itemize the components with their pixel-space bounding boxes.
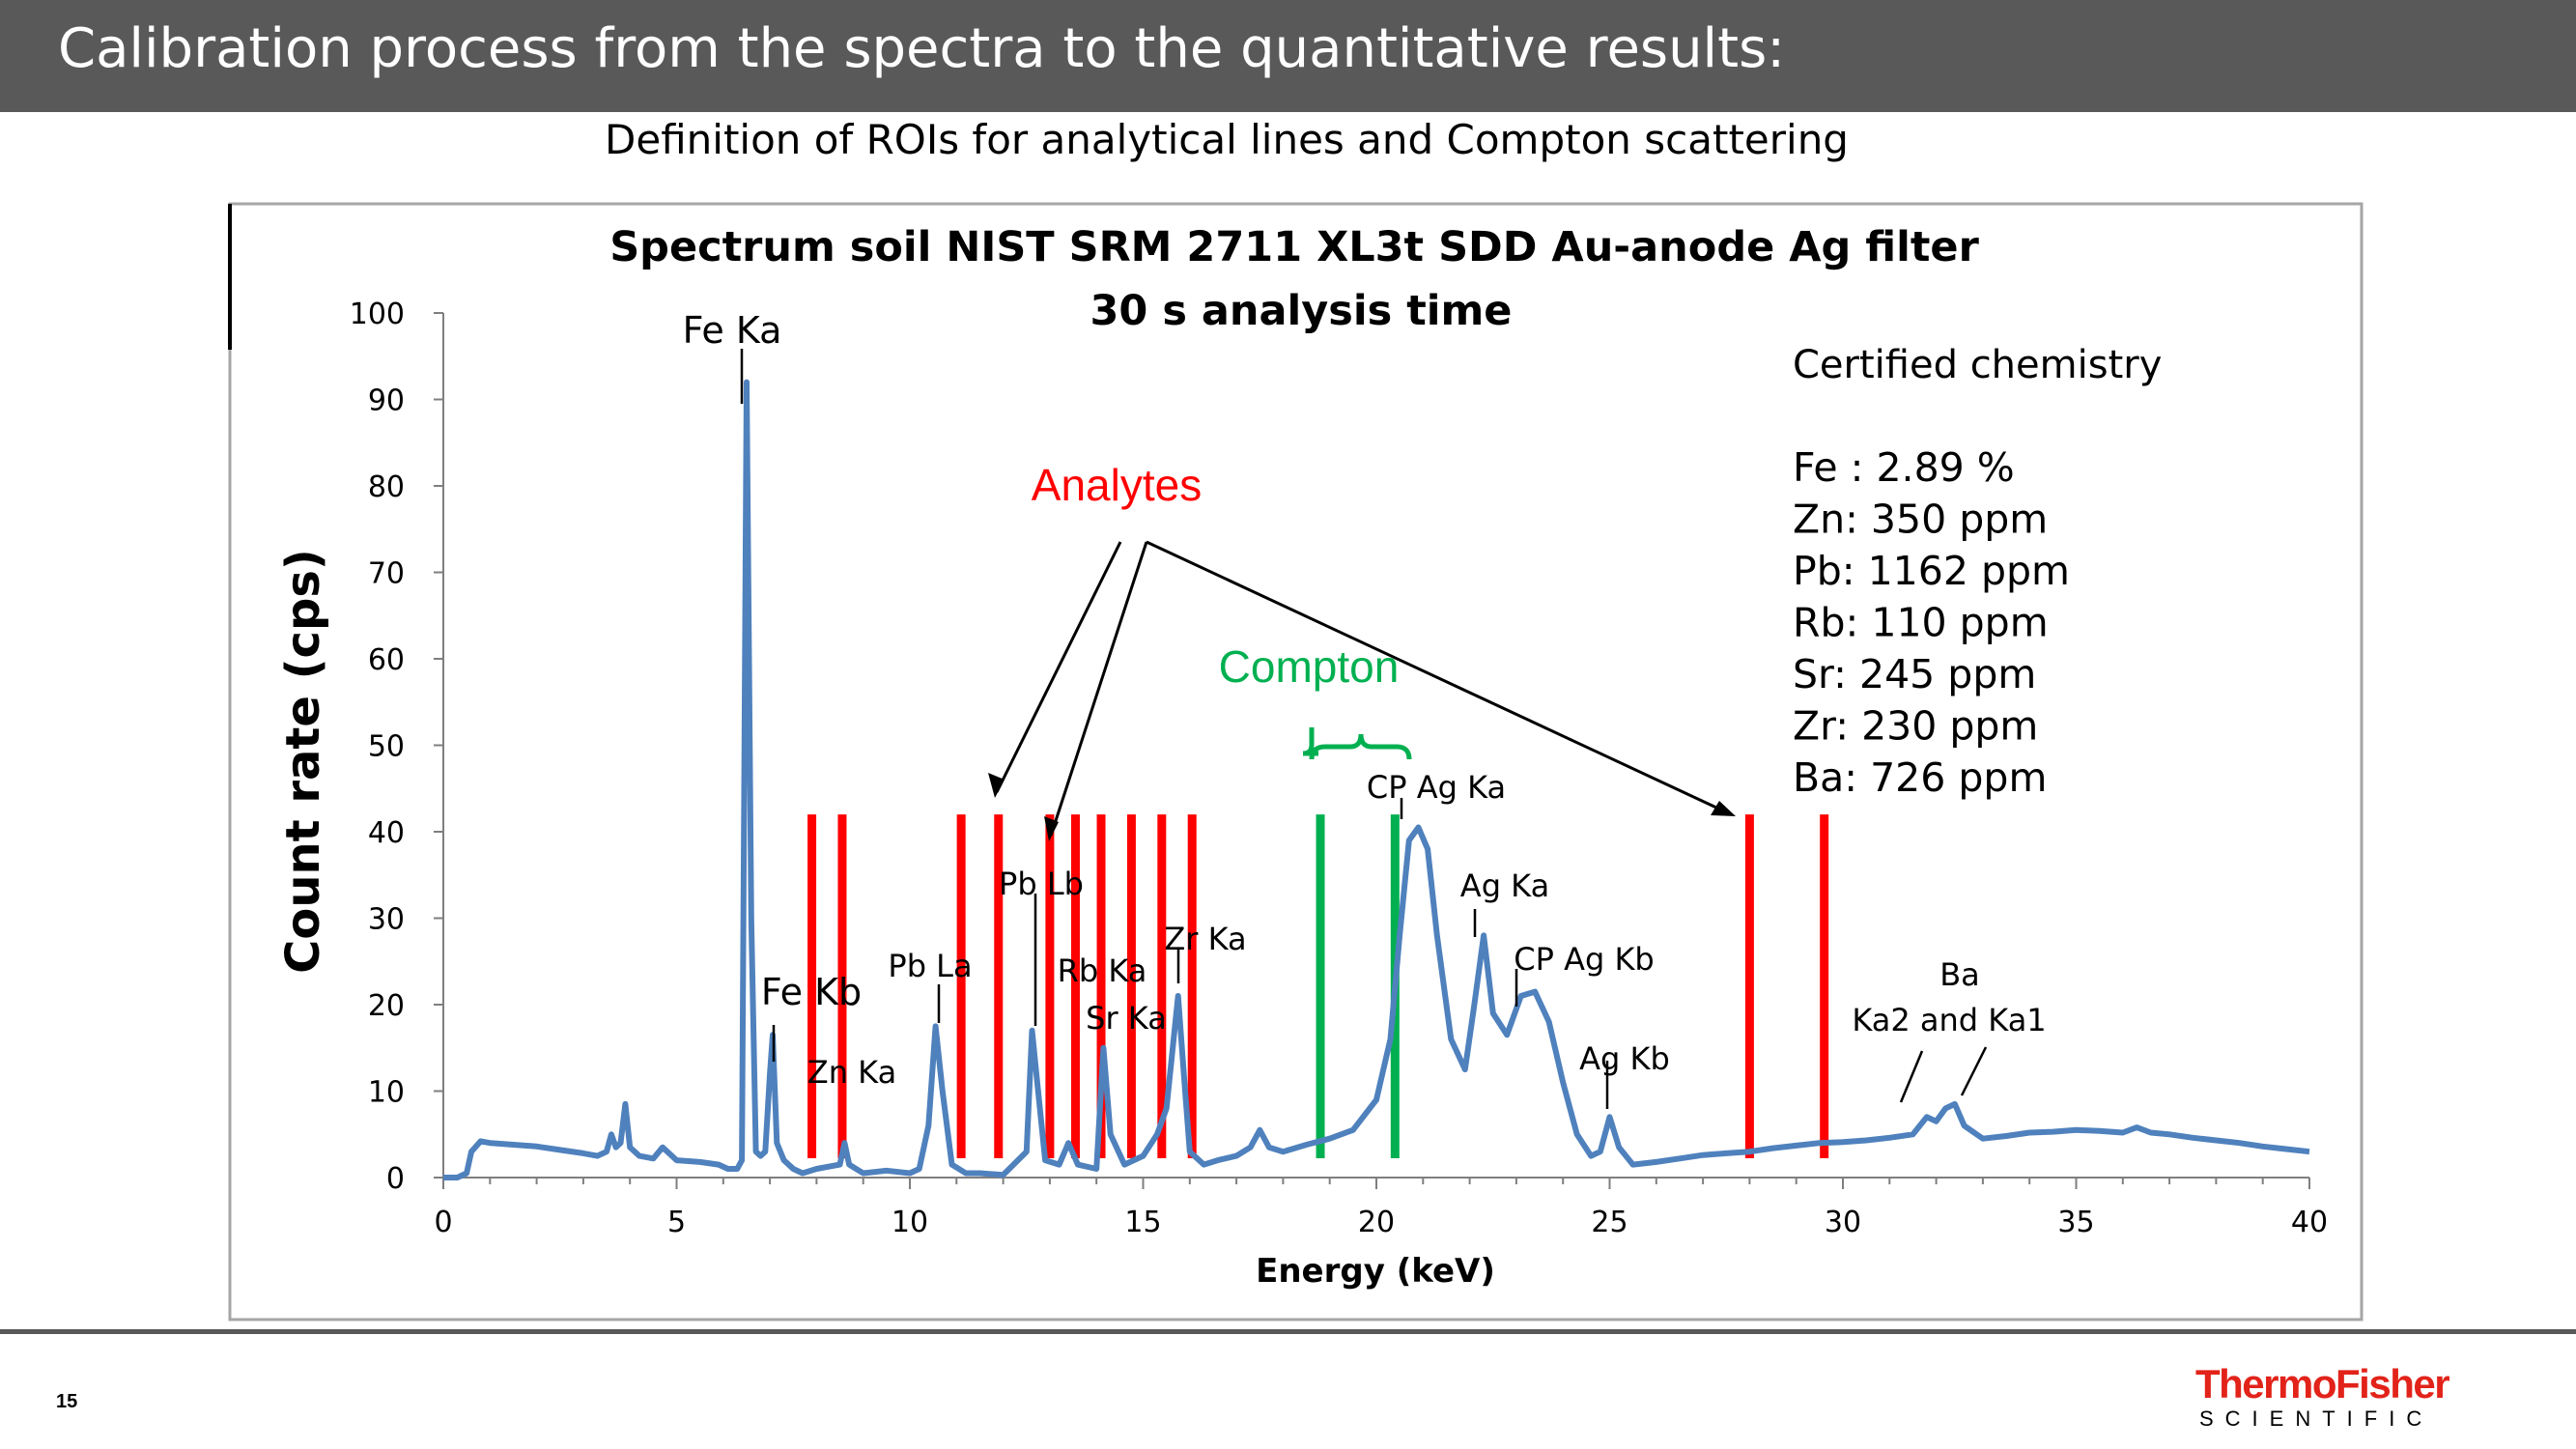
y-tick-label: 50 (368, 730, 405, 764)
certified-value: Pb: 1162 ppm (1793, 548, 2070, 594)
x-tick-label: 40 (2291, 1206, 2328, 1239)
peak-label: CP Ag Ka (1367, 769, 1506, 806)
y-tick-label: 30 (368, 903, 405, 937)
x-tick-label: 5 (667, 1206, 686, 1239)
arrowhead-1 (988, 773, 1005, 798)
x-tick-label: 0 (434, 1206, 452, 1239)
analytes-annotation: Analytes (1032, 460, 1202, 510)
compton-brace (1309, 733, 1412, 760)
x-tick-label: 20 (1358, 1206, 1395, 1239)
analyte-arrow-2 (1049, 541, 1148, 837)
page-number: 15 (56, 1391, 78, 1412)
peak-label: Pb La (888, 948, 972, 984)
y-tick-label: 70 (368, 557, 405, 591)
spectrum-series-line (443, 379, 2310, 1180)
peak-label: Ag Ka (1460, 867, 1549, 904)
peak-leader-line (1899, 1050, 1924, 1103)
slide-subtitle: Definition of ROIs for analytical lines … (605, 116, 1849, 163)
certified-value: Zr: 230 ppm (1793, 703, 2038, 750)
peak-label: Sr Ka (1086, 1000, 1167, 1037)
certified-value: Ba: 726 ppm (1793, 754, 2047, 801)
peak-label: Ag Kb (1579, 1040, 1670, 1077)
certified-value: Fe : 2.89 % (1793, 444, 2015, 491)
logo-wordmark: ThermoFisher (2195, 1361, 2450, 1406)
peak-label: Fe Kb (761, 971, 862, 1013)
y-tick-label: 0 (386, 1162, 405, 1196)
peak-leader-line (1960, 1046, 1988, 1096)
peak-label: Rb Ka (1058, 952, 1147, 989)
arrowheads (988, 773, 1736, 841)
x-tick-label: 35 (2057, 1206, 2094, 1239)
analyte-arrow-1 (995, 541, 1122, 793)
peak-leader-lines (740, 349, 1988, 1109)
certified-value: Zn: 350 ppm (1793, 497, 2048, 543)
peak-label: Pb Lb (999, 866, 1084, 902)
peak-label: Zr Ka (1164, 921, 1246, 957)
arrowhead-2 (1044, 816, 1059, 841)
chart-title: Spectrum soil NIST SRM 2711 XL3t SDD Au-… (609, 223, 1979, 271)
footer-rule (0, 1329, 2576, 1334)
peak-label: Ba (1939, 956, 1980, 993)
peak-label: Fe Ka (683, 309, 782, 352)
axes: 0 10 20 30 40 50 60 70 80 90 100 0 5 10 15 20 25 30 35 40 (350, 298, 2328, 1239)
arrowhead-3 (1711, 801, 1736, 816)
y-tick-label: 90 (368, 384, 405, 418)
certified-value: Rb: 110 ppm (1793, 600, 2049, 646)
analyte-arrows (995, 540, 1732, 837)
x-tick-label: 10 (892, 1206, 928, 1239)
y-tick-label: 80 (368, 470, 405, 504)
compton-bracket (1302, 727, 1318, 756)
certified-value: Sr: 245 ppm (1793, 651, 2036, 697)
y-axis-label: Count rate (cps) (276, 549, 330, 974)
y-tick-label: 20 (368, 989, 405, 1023)
x-tick-label: 15 (1124, 1206, 1161, 1239)
peak-label: CP Ag Kb (1514, 941, 1654, 978)
company-logo: ThermoFisher SCIENTIFIC (2195, 1362, 2456, 1432)
peak-label: Zn Ka (807, 1054, 896, 1091)
logo-subtext: SCIENTIFIC (2199, 1406, 2434, 1431)
x-axis-label: Energy (keV) (1256, 1252, 1495, 1291)
peak-labels: Fe Ka Fe Kb Zn Ka Pb La Pb Lb Rb Ka Sr Ka Zr Ka… (683, 309, 2047, 1091)
slide-title: Calibration process from the spectra to … (58, 17, 1786, 80)
analyte-arrow-3 (1146, 540, 1732, 816)
x-tick-label: 30 (1825, 1206, 1861, 1239)
y-tick-label: 60 (368, 643, 405, 677)
y-tick-label: 100 (350, 298, 405, 331)
compton-annotation: Compton (1219, 641, 1400, 692)
y-tick-label: 40 (368, 816, 405, 850)
chart-subtitle: 30 s analysis time (1090, 287, 1513, 335)
certified-heading: Certified chemistry (1793, 343, 2162, 387)
y-tick-label: 10 (368, 1076, 405, 1110)
certified-values: Fe : 2.89 % Zn: 350 ppm Pb: 1162 ppm Rb: 11… (1793, 444, 2070, 801)
x-tick-label: 25 (1591, 1206, 1628, 1239)
title-bar: Calibration process from the spectra to … (0, 0, 2576, 112)
peak-label: Ka2 and Ka1 (1852, 1002, 2046, 1038)
